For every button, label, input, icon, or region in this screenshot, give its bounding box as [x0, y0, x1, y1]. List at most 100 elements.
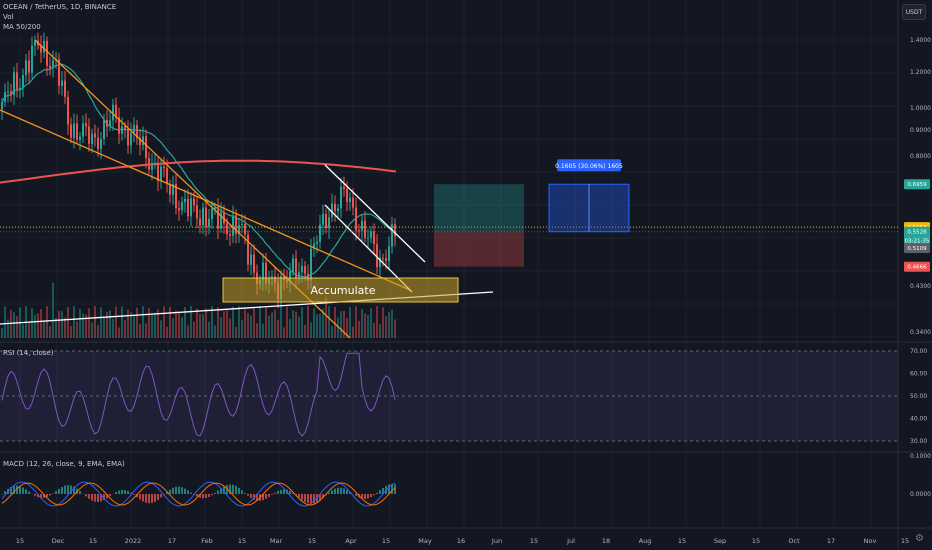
volume-bar: [343, 310, 345, 338]
volume-bar: [103, 316, 105, 338]
macd-histogram-bar: [136, 494, 138, 498]
volume-bar: [316, 314, 318, 338]
macd-histogram-bar: [328, 492, 330, 494]
volume-bar: [49, 326, 51, 338]
candle-body: [214, 207, 216, 210]
candle-body: [301, 266, 303, 273]
time-tick-label: Oct: [788, 537, 800, 545]
candle-body: [322, 213, 324, 225]
gear-icon[interactable]: ⚙: [915, 533, 924, 544]
volume-bar: [256, 323, 258, 338]
macd-histogram-bar: [100, 494, 102, 502]
volume-bar: [73, 306, 75, 338]
time-tick-label: 17: [827, 537, 835, 545]
candle-body: [163, 166, 165, 169]
candle-body: [319, 224, 321, 242]
volume-bar: [118, 327, 120, 338]
candle-body: [151, 163, 153, 170]
macd-histogram-bar: [223, 486, 225, 494]
macd-histogram-bar: [91, 494, 93, 501]
volume-bar: [52, 282, 54, 338]
volume-bar: [100, 307, 102, 338]
candle-body: [16, 72, 18, 90]
candle-body: [97, 137, 99, 150]
macd-histogram-bar: [274, 492, 276, 494]
volume-bar: [238, 306, 240, 338]
macd-histogram-bar: [28, 491, 30, 494]
candle-body: [355, 207, 357, 231]
candle-body: [85, 123, 87, 127]
macd-histogram-bar: [367, 494, 369, 499]
macd-histogram-bar: [391, 484, 393, 494]
time-tick-label: Nov: [864, 537, 877, 545]
price-tick-label: 1.2000: [910, 69, 931, 76]
macd-histogram-bar: [199, 494, 201, 498]
volume-bar: [115, 306, 117, 338]
candle-body: [10, 91, 12, 96]
macd-histogram-bar: [256, 494, 258, 501]
long-target-zone: [434, 184, 524, 232]
candle-body: [190, 198, 192, 217]
ma50-line: [1, 63, 396, 278]
macd-histogram-bar: [370, 494, 372, 498]
macd-histogram-bar: [271, 494, 273, 495]
volume-bar: [148, 307, 150, 338]
price-tick-label: 0.8000: [910, 153, 931, 160]
volume-bar: [187, 325, 189, 338]
volume-bar: [250, 315, 252, 338]
volume-bar: [301, 307, 303, 338]
macd-histogram-bar: [166, 491, 168, 494]
time-tick-label: 15: [678, 537, 686, 545]
volume-bar: [16, 316, 18, 338]
macd-line: [1, 481, 396, 507]
candle-body: [316, 241, 318, 244]
macd-histogram-bar: [244, 493, 246, 494]
macd-histogram-bar: [340, 487, 342, 494]
volume-bar: [307, 306, 309, 338]
candle-body: [325, 213, 327, 229]
time-tick-label: Jul: [566, 537, 575, 545]
candle-body: [295, 258, 297, 279]
candle-body: [229, 234, 231, 236]
candle-body: [253, 254, 255, 273]
candle-body: [148, 157, 150, 170]
candle-body: [142, 136, 144, 145]
volume-bar: [322, 308, 324, 338]
currency-badge[interactable]: USDT: [902, 4, 926, 20]
time-tick-label: 15: [238, 537, 246, 545]
rsi-tick-label: 30.00: [910, 438, 927, 445]
macd-histogram-bar: [1, 494, 3, 495]
candle-body: [175, 184, 177, 209]
candle-body: [199, 218, 201, 226]
volume-bar: [163, 306, 165, 338]
volume-bar: [79, 308, 81, 338]
candle-body: [25, 60, 27, 76]
candle-body: [118, 117, 120, 134]
macd-histogram-bar: [322, 494, 324, 498]
volume-bar: [328, 306, 330, 338]
signal-line: [1, 482, 396, 506]
time-tick-label: 15: [901, 537, 909, 545]
macd-histogram-bar: [61, 486, 63, 494]
macd-histogram-bar: [115, 491, 117, 494]
candle-body: [220, 212, 222, 229]
volume-bar: [247, 312, 249, 338]
drawings[interactable]: Accumulate 0.1605 (30.06%) 1605: [0, 39, 898, 339]
macd-histogram-bar: [145, 494, 147, 503]
volume-bar: [346, 318, 348, 338]
volume-bar: [271, 312, 273, 338]
macd-histogram-bar: [394, 484, 396, 494]
volume-bar: [235, 326, 237, 338]
macd-histogram-bar: [79, 490, 81, 494]
macd-histogram-bar: [238, 487, 240, 494]
macd-histogram-bar: [70, 485, 72, 494]
candle-body: [46, 40, 48, 66]
macd-histogram-bar: [379, 490, 381, 494]
volume-bar: [55, 317, 57, 338]
volume-bar: [106, 311, 108, 338]
volume-bar: [22, 324, 24, 338]
candle-body: [250, 254, 252, 265]
moving-averages: [0, 63, 397, 278]
price-badge-label: 0.5528: [907, 230, 927, 236]
